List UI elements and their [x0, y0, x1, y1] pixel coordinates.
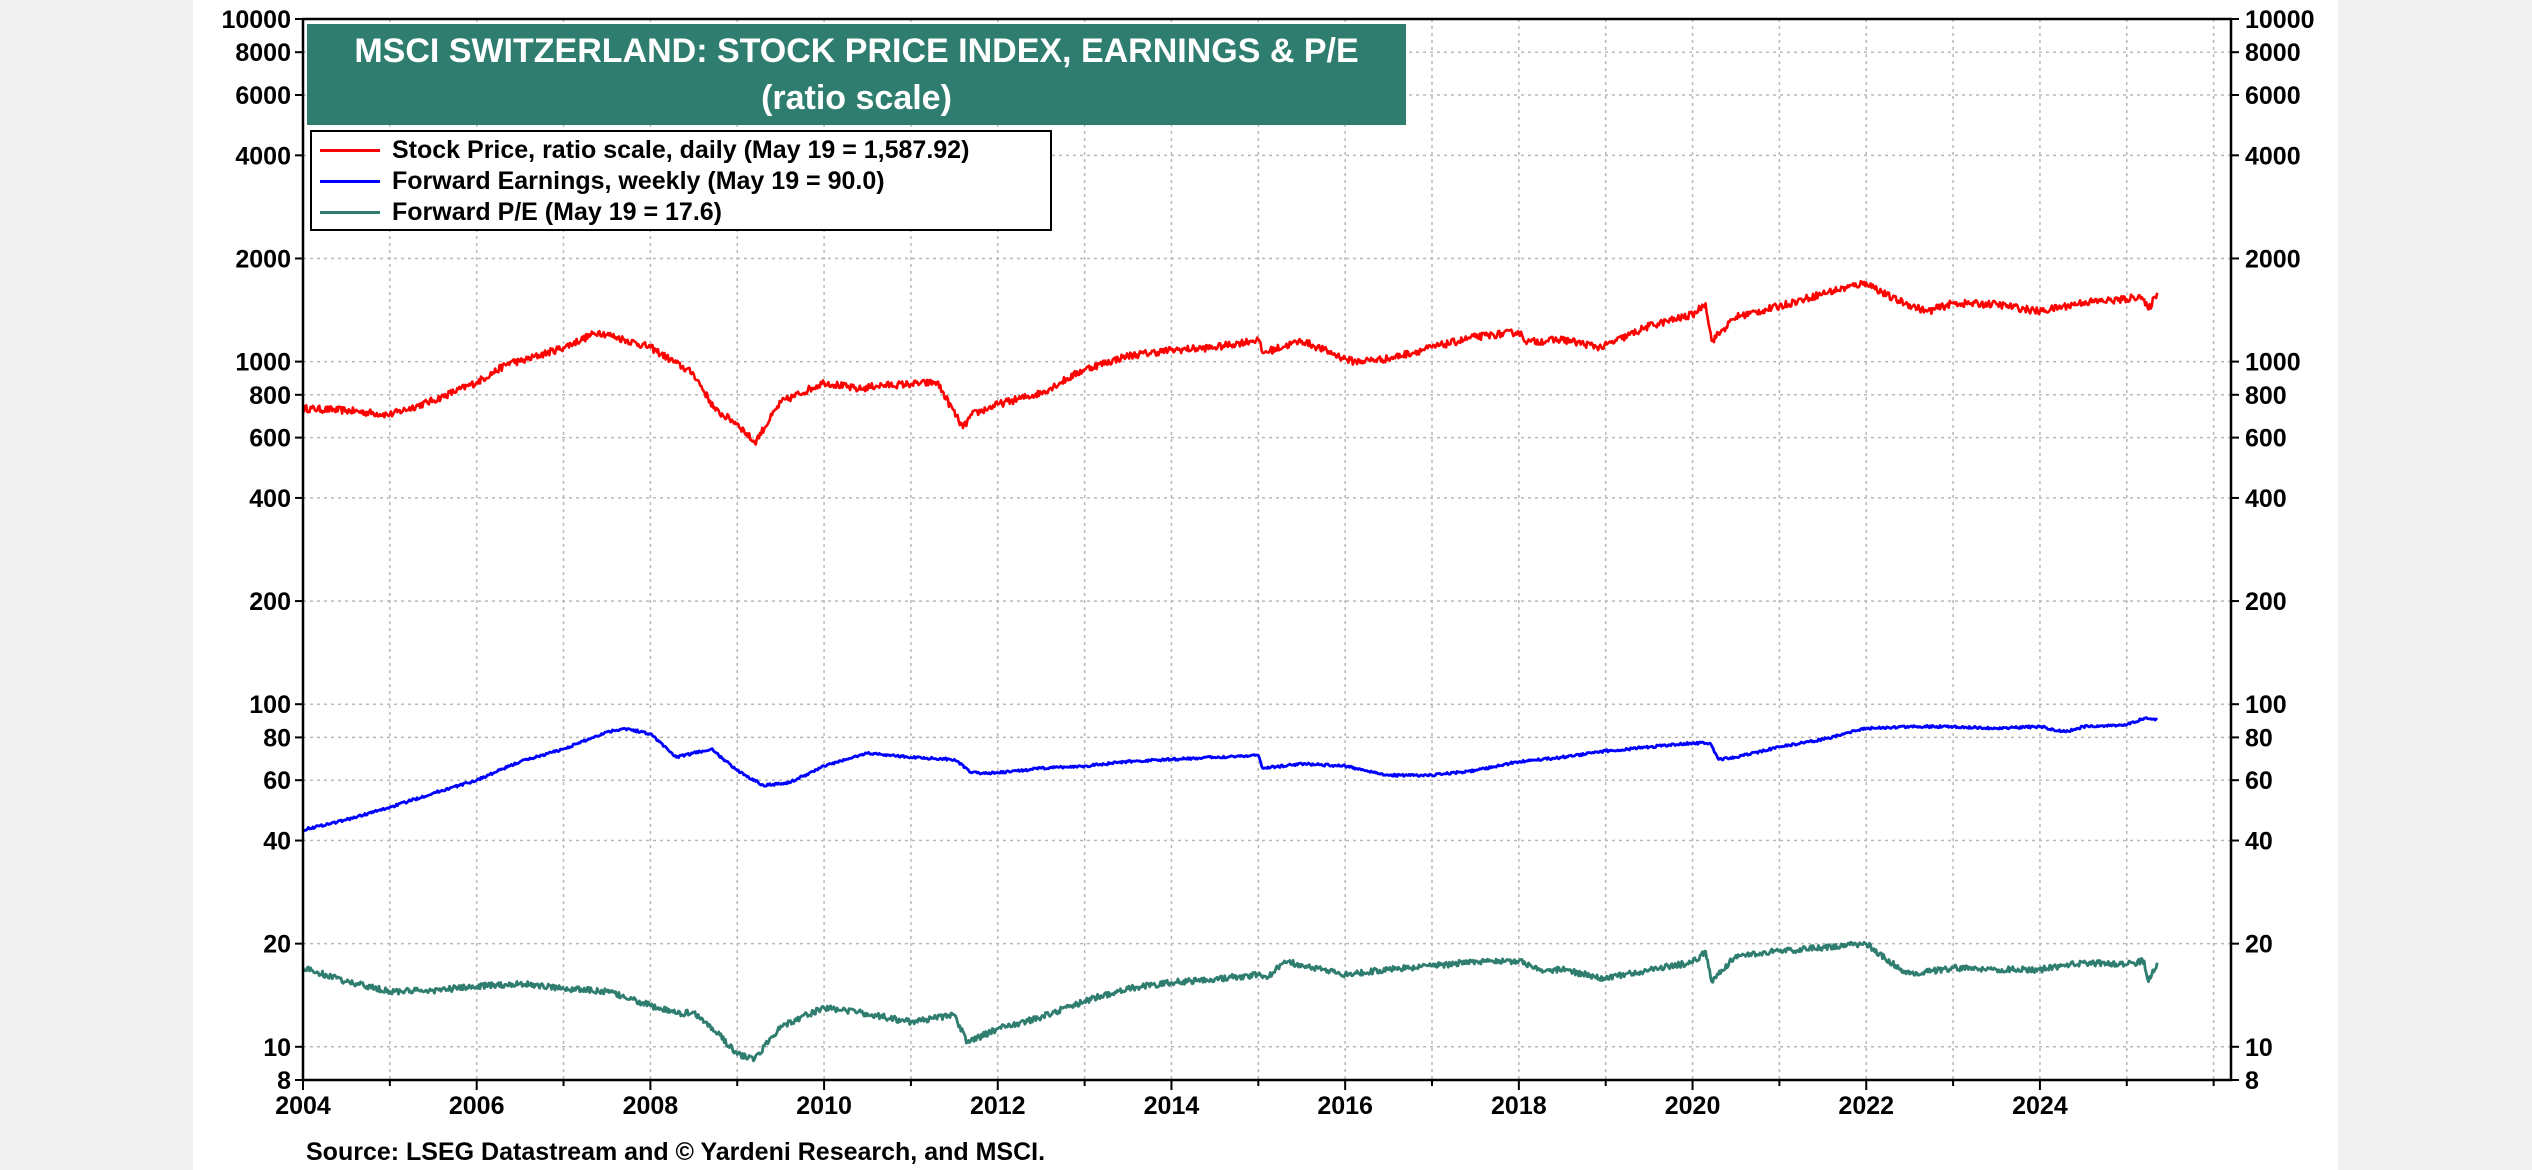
y-tick-label-right: 80	[2245, 724, 2273, 752]
x-tick-label: 2012	[970, 1092, 1026, 1120]
legend-entry-forward-earnings: Forward Earnings, weekly (May 19 = 90.0)	[320, 166, 1042, 197]
series-stock-price	[301, 279, 2159, 446]
y-tick-label-left: 400	[249, 485, 291, 513]
y-tick-label-left: 4000	[235, 142, 291, 170]
x-tick-label: 2010	[796, 1092, 852, 1120]
y-axis-right: 10000 8000 6000 4000 2000 1000 800 600 400 200 100…	[2231, 6, 2315, 1095]
y-tick-label-left: 600	[249, 425, 291, 453]
y-tick-label-left: 100	[249, 691, 291, 719]
x-axis: 2004 2006 2008 2010 2012 2014 2016 2018 2020 2022…	[275, 1080, 2215, 1120]
series-layer	[301, 279, 2159, 1063]
legend-label-forward-pe: Forward P/E (May 19 = 17.6)	[392, 198, 722, 226]
chart-subtitle: (ratio scale)	[761, 79, 952, 117]
legend-swatch-stock-price	[320, 149, 380, 152]
legend: Stock Price, ratio scale, daily (May 19 …	[310, 130, 1052, 231]
y-tick-label-right: 60	[2245, 767, 2273, 795]
y-tick-label-left: 1000	[235, 349, 291, 377]
y-tick-label-right: 4000	[2245, 142, 2301, 170]
series-forward-earnings	[302, 716, 2159, 832]
series-forward-pe	[301, 940, 2159, 1063]
source-note: Source: LSEG Datastream and © Yardeni Re…	[306, 1138, 1046, 1166]
y-tick-label-right: 200	[2245, 588, 2287, 616]
x-tick-label: 2022	[1838, 1092, 1894, 1120]
y-tick-label-left: 10000	[221, 6, 291, 34]
chart-title: MSCI SWITZERLAND: STOCK PRICE INDEX, EAR…	[354, 32, 1359, 70]
chart-title-box: MSCI SWITZERLAND: STOCK PRICE INDEX, EAR…	[307, 24, 1406, 125]
y-axis-left: 10000 8000 6000 4000 2000 1000 800 600 400 200 100…	[221, 6, 303, 1095]
x-tick-label: 2020	[1665, 1092, 1721, 1120]
y-tick-label-right: 100	[2245, 691, 2287, 719]
y-tick-label-left: 20	[263, 931, 291, 959]
y-tick-label-right: 600	[2245, 425, 2287, 453]
x-tick-label: 2016	[1317, 1092, 1373, 1120]
legend-label-forward-earnings: Forward Earnings, weekly (May 19 = 90.0)	[392, 167, 885, 195]
y-tick-label-right: 2000	[2245, 245, 2301, 273]
y-tick-label-left: 6000	[235, 82, 291, 110]
y-tick-label-right: 800	[2245, 382, 2287, 410]
y-tick-label-right: 10	[2245, 1034, 2273, 1062]
y-tick-label-right: 20	[2245, 931, 2273, 959]
legend-label-stock-price: Stock Price, ratio scale, daily (May 19 …	[392, 136, 970, 164]
y-tick-label-left: 60	[263, 767, 291, 795]
y-tick-label-right: 6000	[2245, 82, 2301, 110]
legend-entry-forward-pe: Forward P/E (May 19 = 17.6)	[320, 197, 1042, 228]
y-tick-label-left: 8	[277, 1067, 291, 1095]
y-tick-label-left: 8000	[235, 39, 291, 67]
x-tick-label: 2008	[623, 1092, 679, 1120]
x-tick-label: 2024	[2012, 1092, 2068, 1120]
legend-swatch-forward-earnings	[320, 180, 380, 183]
y-tick-label-left: 40	[263, 828, 291, 856]
x-tick-label: 2006	[449, 1092, 505, 1120]
y-tick-label-left: 10	[263, 1034, 291, 1062]
y-tick-label-right: 40	[2245, 828, 2273, 856]
y-tick-label-right: 400	[2245, 485, 2287, 513]
x-tick-label: 2014	[1144, 1092, 1200, 1120]
y-tick-label-left: 800	[249, 382, 291, 410]
y-tick-label-right: 8	[2245, 1067, 2259, 1095]
y-tick-label-right: 1000	[2245, 349, 2301, 377]
legend-entry-stock-price: Stock Price, ratio scale, daily (May 19 …	[320, 135, 1042, 166]
plot-frame	[301, 17, 2233, 1082]
y-tick-label-left: 2000	[235, 245, 291, 273]
y-tick-label-right: 10000	[2245, 6, 2315, 34]
y-tick-label-right: 8000	[2245, 39, 2301, 67]
y-tick-label-left: 80	[263, 724, 291, 752]
y-tick-label-left: 200	[249, 588, 291, 616]
x-tick-label: 2004	[275, 1092, 331, 1120]
legend-swatch-forward-pe	[320, 211, 380, 214]
x-tick-label: 2018	[1491, 1092, 1547, 1120]
